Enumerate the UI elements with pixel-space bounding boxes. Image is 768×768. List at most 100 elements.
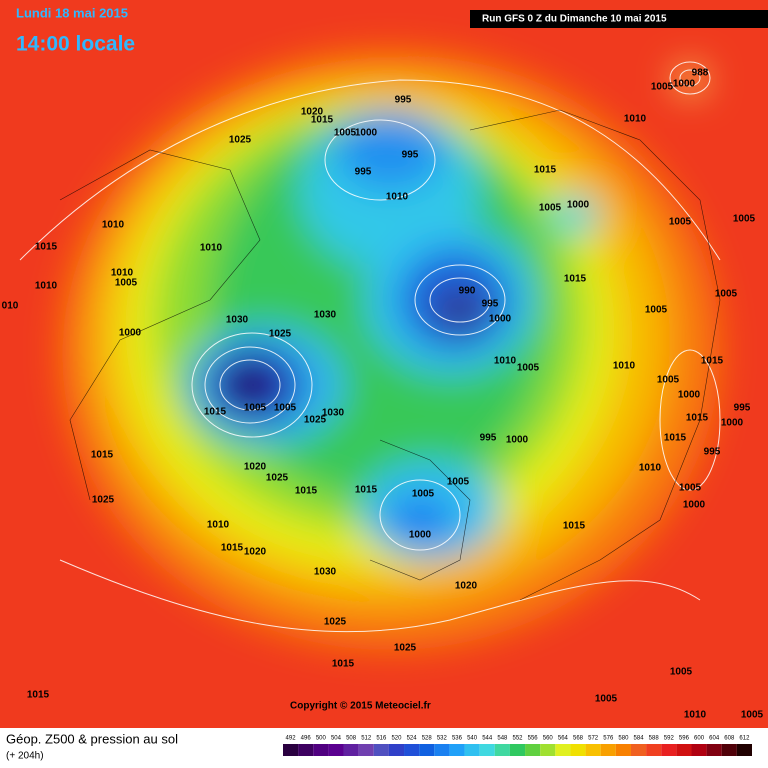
isobar-label: 1010 — [102, 220, 125, 231]
isobar-label: 1005 — [679, 483, 702, 494]
colorbar-label: 540 — [467, 736, 478, 742]
colorbar-swatch — [388, 744, 405, 756]
colorbar-swatch — [691, 744, 707, 756]
valid-date: Lundi 18 mai 2015 — [16, 5, 128, 20]
isobar-label: 1015 — [686, 413, 709, 424]
isobar-label: 1020 — [301, 107, 324, 118]
colorbar-label: 596 — [679, 736, 690, 742]
isobar-label: 1015 — [204, 407, 227, 418]
colorbar-swatch — [706, 744, 722, 756]
isobar-label: 1025 — [304, 415, 327, 426]
colorbar: 492 496 500 504 508 512 516 520 524 528 532 536 540 5… — [283, 736, 752, 756]
isobar-label: 1010 — [639, 463, 662, 474]
isobar-label: 1030 — [314, 567, 337, 578]
isobar-label: 1010 — [613, 361, 636, 372]
colorbar-label: 516 — [376, 736, 387, 742]
isobar-label: 1005 — [669, 217, 692, 228]
isobar-label: 1015 — [332, 659, 355, 670]
colorbar-swatch — [600, 744, 616, 756]
colorbar-swatch — [283, 744, 299, 756]
colorbar-swatch — [373, 744, 389, 756]
isobar-label: 995 — [402, 150, 419, 161]
colorbar-swatch — [464, 744, 480, 756]
isobar-labels: 9951020101510051000995995101010251010101… — [2, 68, 764, 721]
colorbar-label: 548 — [497, 736, 508, 742]
isobar-label: 1005 — [412, 489, 435, 500]
isobar-label: 1015 — [311, 115, 334, 126]
colorbar-label: 520 — [391, 736, 402, 742]
colorbar-label: 552 — [512, 736, 523, 742]
forecast-lead: (+ 204h) — [6, 751, 44, 762]
isobar-label: 1005 — [657, 375, 680, 386]
isobar-label: 1000 — [119, 328, 142, 339]
colorbar-swatch — [721, 744, 737, 756]
isobar-label: 995 — [704, 447, 721, 458]
isobar-label: 1010 — [624, 114, 647, 125]
isobar-label: 1015 — [664, 433, 687, 444]
isobar-label: 1010 — [684, 710, 707, 721]
valid-time: 14:00 locale — [16, 33, 135, 56]
isobar-label: 1010 — [386, 192, 409, 203]
isobar-label: 1015 — [35, 242, 58, 253]
colorbar-label: 604 — [709, 736, 720, 742]
isobar-label: 1025 — [394, 643, 417, 654]
colorbar-label: 508 — [346, 736, 357, 742]
colorbar-label: 504 — [331, 736, 342, 742]
colorbar-swatch — [298, 744, 314, 756]
isobar-label: 1015 — [534, 165, 557, 176]
isobar-label: 995 — [355, 167, 372, 178]
isobar-label: 1025 — [229, 135, 252, 146]
isobar-label: 1020 — [244, 547, 267, 558]
isobar-label: 995 — [480, 433, 497, 444]
isobar-label: 1015 — [563, 521, 586, 532]
run-info: Run GFS 0 Z du Dimanche 10 mai 2015 — [482, 14, 667, 25]
isobar-label: 1020 — [244, 462, 267, 473]
isobar-label: 1030 — [314, 310, 337, 321]
isobar-label: 1015 — [295, 486, 318, 497]
colorbar-swatch — [449, 744, 465, 756]
isobar-label: 1015 — [355, 485, 378, 496]
isobar-label: 1030 — [226, 315, 249, 326]
isobar-label: 1025 — [92, 495, 115, 506]
colorbar-label: 576 — [603, 736, 614, 742]
colorbar-swatch — [328, 744, 344, 756]
isobar-label: 010 — [2, 301, 19, 312]
coastlines — [59, 109, 721, 601]
colorbar-swatch — [343, 744, 359, 756]
isobar-label: 1000 — [489, 314, 512, 325]
isobar-label: 1015 — [27, 690, 50, 701]
isobar-label: 1005 — [733, 214, 756, 225]
colorbar-label: 612 — [739, 736, 750, 742]
colorbar-swatch — [525, 744, 541, 756]
isobars — [19, 61, 721, 633]
isobar-label: 1010 — [35, 281, 58, 292]
isobar-label: 1000 — [678, 390, 701, 401]
isobar-label: 995 — [482, 299, 499, 310]
isobar-label: 1025 — [324, 617, 347, 628]
colorbar-swatch — [494, 744, 510, 756]
isobar-label: 1000 — [355, 128, 378, 139]
isobar-label: 1000 — [721, 418, 744, 429]
isobar-label: 1005 — [334, 128, 357, 139]
colorbar-swatch — [676, 744, 692, 756]
isobar-label: 1005 — [741, 710, 764, 721]
colorbar-label: 496 — [301, 736, 312, 742]
colorbar-swatch — [736, 744, 752, 756]
isobar-label: 1005 — [645, 305, 668, 316]
colorbar-label: 560 — [543, 736, 554, 742]
colorbar-swatch — [313, 744, 329, 756]
colorbar-label: 592 — [664, 736, 675, 742]
colorbar-swatch — [404, 744, 420, 756]
colorbar-label: 564 — [558, 736, 569, 742]
isobar-label: 988 — [692, 68, 709, 79]
colorbar-swatch — [555, 744, 571, 756]
isobar-label: 1005 — [274, 403, 297, 414]
colorbar-label: 524 — [407, 736, 418, 742]
colorbar-label: 580 — [618, 736, 629, 742]
colorbar-label: 500 — [316, 736, 327, 742]
colorbar-label: 568 — [573, 736, 584, 742]
colorbar-swatch — [419, 744, 435, 756]
isobar-label: 995 — [734, 403, 751, 414]
colorbar-label: 584 — [634, 736, 645, 742]
